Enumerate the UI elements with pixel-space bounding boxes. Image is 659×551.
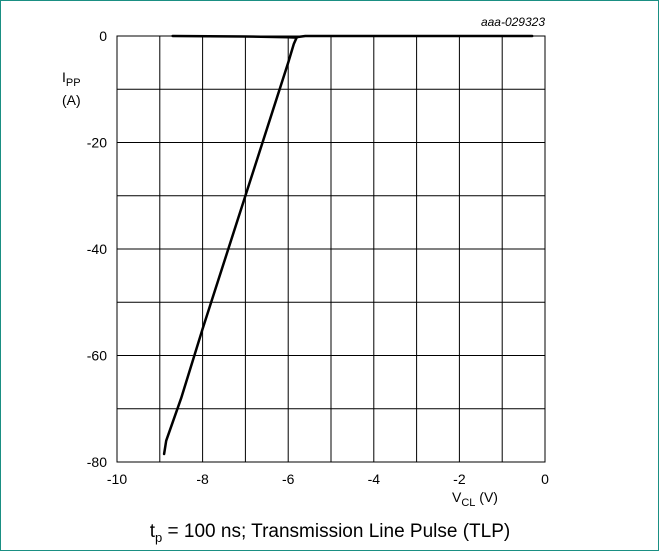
y-tick-label: 0: [99, 28, 107, 44]
x-tick-label: -8: [196, 471, 209, 487]
x-axis-label-sub: CL: [461, 497, 475, 509]
data-series: [162, 34, 534, 456]
x-tick-label: -2: [453, 471, 466, 487]
x-tick-label: -6: [282, 471, 295, 487]
figure-id: aaa-029323: [481, 15, 545, 29]
y-axis-unit: (A): [62, 92, 81, 108]
figure-caption: tp = 100 ns; Transmission Line Pulse (TL…: [150, 521, 510, 545]
y-tick-label: -20: [87, 135, 107, 151]
y-axis-label-sub: PP: [66, 77, 81, 89]
grid: [117, 36, 545, 462]
x-tick-label: 0: [541, 471, 549, 487]
y-tick-label: -60: [87, 348, 107, 364]
x-axis-label-main: V: [452, 489, 462, 505]
series-line-2: [171, 34, 299, 39]
y-axis-label-main: I: [62, 69, 66, 85]
y-tick-label: -40: [87, 241, 107, 257]
tick-labels: -10 -8 -6 -4 -2 00-20-40-60-80: [87, 28, 549, 487]
x-axis-label: VCL (V): [452, 489, 498, 509]
y-axis-label: IPP: [62, 69, 81, 89]
x-tick-label: -4: [368, 471, 381, 487]
y-tick-label: -80: [87, 454, 107, 470]
x-tick-label: -10: [107, 471, 127, 487]
x-axis-label-unit: (V): [475, 489, 498, 505]
caption-sub: p: [155, 530, 162, 545]
series-line-1: [162, 34, 534, 456]
caption-text: = 100 ns; Transmission Line Pulse (TLP): [162, 521, 510, 542]
caption-t: t: [150, 521, 156, 542]
